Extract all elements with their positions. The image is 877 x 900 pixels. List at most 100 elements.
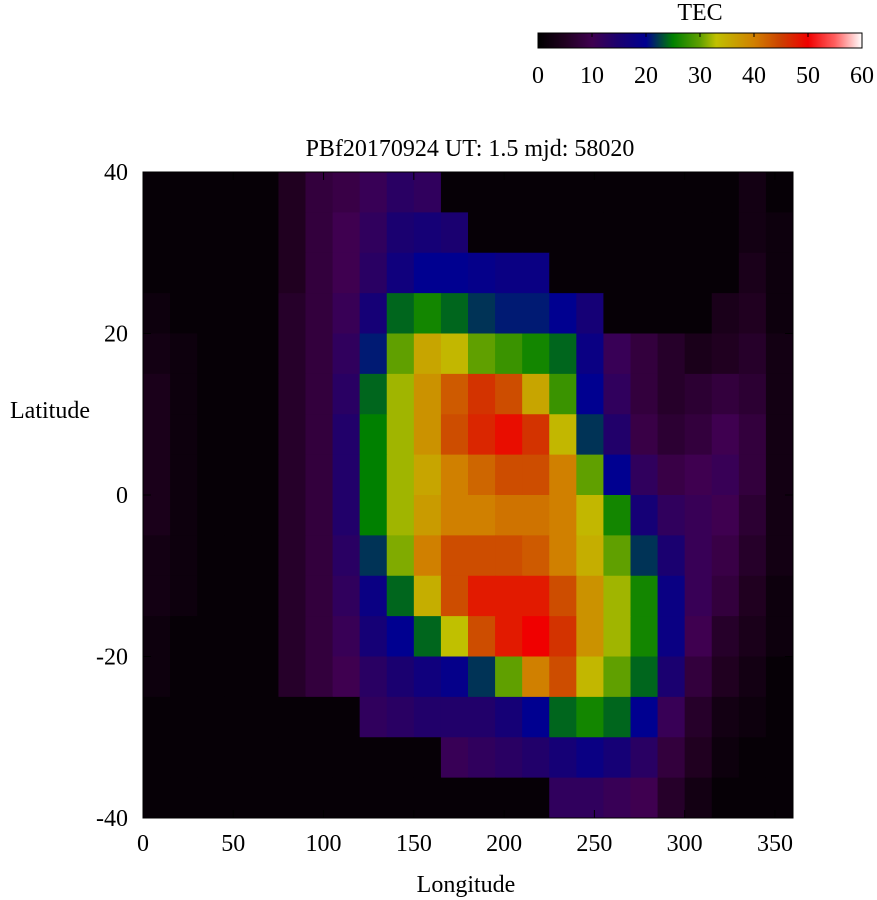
heatmap-cell bbox=[630, 172, 659, 213]
heatmap-cell bbox=[765, 696, 794, 738]
heatmap-cell bbox=[495, 414, 523, 456]
heatmap-cell bbox=[386, 293, 415, 334]
heatmap-cell bbox=[251, 414, 279, 456]
heatmap-cell bbox=[495, 252, 523, 294]
heatmap-cell bbox=[359, 737, 388, 779]
heatmap-cell bbox=[224, 252, 252, 294]
heatmap-cell bbox=[413, 777, 442, 819]
heatmap-cell bbox=[657, 172, 686, 213]
heatmap-cell bbox=[711, 212, 740, 254]
heatmap-cell bbox=[576, 333, 604, 375]
heatmap-cell bbox=[143, 172, 171, 213]
heatmap-cell bbox=[386, 333, 415, 375]
heatmap-cell bbox=[522, 414, 550, 456]
heatmap-cell bbox=[468, 535, 496, 577]
heatmap-cell bbox=[251, 777, 279, 819]
heatmap-cell bbox=[630, 373, 659, 415]
heatmap-cell bbox=[278, 777, 306, 819]
heatmap-cell bbox=[711, 737, 740, 779]
heatmap-cell bbox=[359, 535, 388, 577]
heatmap-cell bbox=[170, 172, 198, 213]
y-tick-label: -40 bbox=[96, 806, 128, 832]
heatmap-cell bbox=[278, 575, 306, 617]
heatmap-cell bbox=[522, 616, 550, 657]
heatmap-cell bbox=[305, 656, 334, 698]
heatmap-cell bbox=[603, 535, 631, 577]
heatmap-cell bbox=[170, 575, 198, 617]
heatmap-cell bbox=[224, 696, 252, 738]
heatmap-cell bbox=[386, 172, 415, 213]
x-tick-label: 250 bbox=[576, 831, 612, 857]
heatmap-cell bbox=[765, 172, 794, 213]
heatmap-cell bbox=[359, 252, 388, 294]
heatmap-cell bbox=[143, 212, 171, 254]
heatmap-cell bbox=[630, 696, 659, 738]
heatmap-cell bbox=[278, 172, 306, 213]
heatmap-cell bbox=[738, 737, 767, 779]
heatmap-cell bbox=[549, 414, 577, 456]
heatmap-cell bbox=[332, 373, 361, 415]
heatmap-cell bbox=[143, 616, 171, 657]
heatmap-cell bbox=[765, 373, 794, 415]
heatmap-cell bbox=[143, 454, 171, 496]
heatmap-cell bbox=[657, 414, 686, 456]
heatmap-cell bbox=[170, 656, 198, 698]
heatmap-cell bbox=[332, 495, 361, 536]
heatmap-cell bbox=[332, 535, 361, 577]
heatmap-cell bbox=[495, 777, 523, 819]
heatmap-cell bbox=[332, 252, 361, 294]
heatmap-cell bbox=[765, 252, 794, 294]
heatmap-cell bbox=[711, 656, 740, 698]
heatmap-cell bbox=[251, 616, 279, 657]
heatmap-cell bbox=[549, 454, 577, 496]
heatmap-cell bbox=[522, 212, 550, 254]
colorbar-ticks: 0 10 20 30 40 50 60 bbox=[532, 33, 874, 89]
heatmap-cell bbox=[603, 373, 631, 415]
heatmap-cell bbox=[576, 696, 604, 738]
heatmap-cell bbox=[197, 495, 225, 536]
heatmap-cell bbox=[603, 656, 631, 698]
heatmap-cell bbox=[224, 333, 252, 375]
heatmap-cell bbox=[765, 737, 794, 779]
heatmap-cell bbox=[711, 172, 740, 213]
heatmap-cell bbox=[413, 333, 442, 375]
heatmap-cell bbox=[468, 252, 496, 294]
y-tick-label: 0 bbox=[116, 483, 128, 509]
heatmap-cell bbox=[170, 373, 198, 415]
heatmap-cell bbox=[684, 575, 713, 617]
heatmap-cell bbox=[684, 333, 713, 375]
heatmap-cell bbox=[305, 172, 334, 213]
heatmap-cell bbox=[143, 373, 171, 415]
heatmap-cell bbox=[332, 212, 361, 254]
heatmap-cell bbox=[332, 293, 361, 334]
heatmap-cell bbox=[440, 737, 469, 779]
heatmap-cell bbox=[711, 293, 740, 334]
colorbar-tick-label: 50 bbox=[796, 63, 820, 89]
heatmap-cell bbox=[305, 575, 334, 617]
heatmap-cell bbox=[495, 616, 523, 657]
heatmap-cell bbox=[630, 737, 659, 779]
heatmap-cell bbox=[549, 373, 577, 415]
heatmap-cell bbox=[522, 172, 550, 213]
heatmap-cell bbox=[711, 696, 740, 738]
heatmap-cell bbox=[359, 575, 388, 617]
heatmap-cell bbox=[549, 616, 577, 657]
heatmap-cell bbox=[359, 777, 388, 819]
heatmap-cell bbox=[522, 575, 550, 617]
heatmap-cell bbox=[522, 495, 550, 536]
heatmap-cell bbox=[684, 252, 713, 294]
heatmap-cell bbox=[332, 454, 361, 496]
heatmap-cell bbox=[305, 333, 334, 375]
heatmap-cell bbox=[386, 252, 415, 294]
heatmap-cell bbox=[549, 575, 577, 617]
heatmap-cell bbox=[224, 454, 252, 496]
heatmap-cell bbox=[413, 575, 442, 617]
heatmap-cell bbox=[224, 737, 252, 779]
heatmap-cell bbox=[468, 333, 496, 375]
heatmap-cell bbox=[495, 696, 523, 738]
heatmap-cell bbox=[413, 212, 442, 254]
heatmap-cell bbox=[278, 656, 306, 698]
heatmap-cell bbox=[332, 333, 361, 375]
heatmap-cell bbox=[603, 737, 631, 779]
heatmap-cell bbox=[630, 575, 659, 617]
